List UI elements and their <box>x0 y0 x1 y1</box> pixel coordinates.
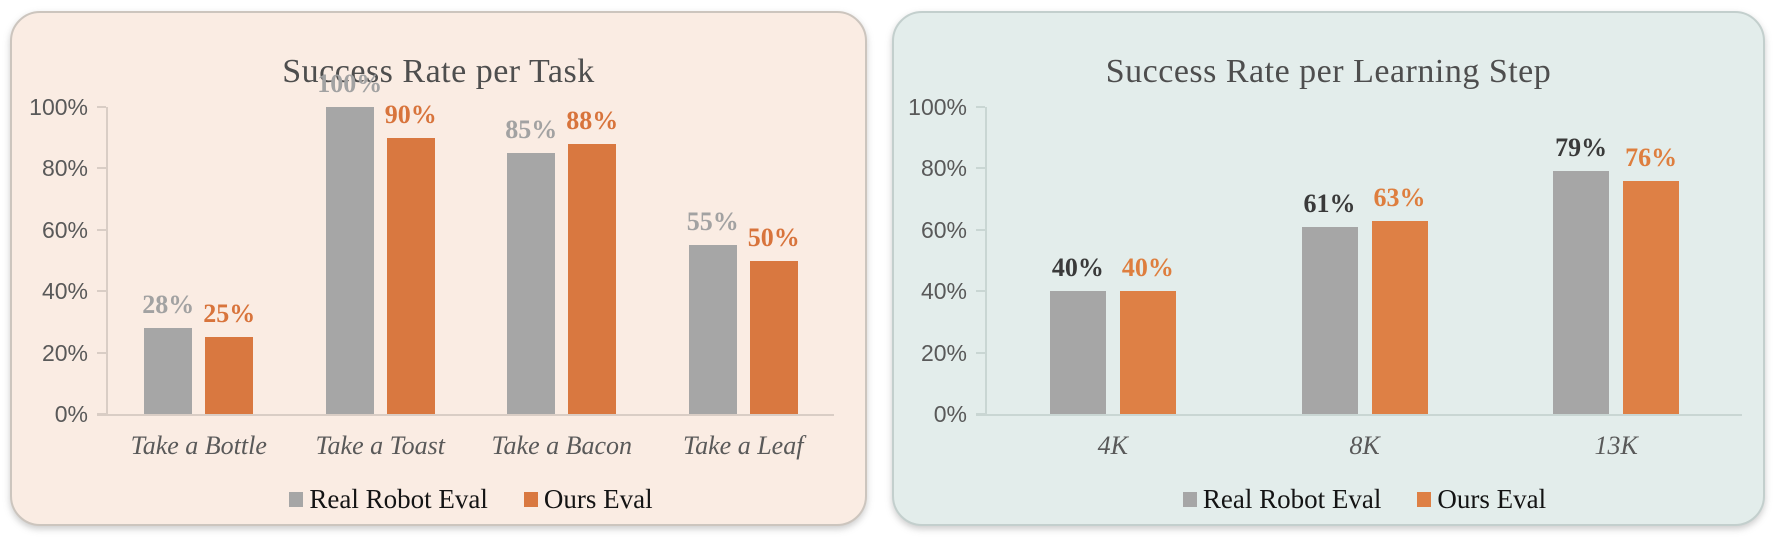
y-axis-line <box>985 107 987 414</box>
legend-swatch-icon <box>1417 491 1432 507</box>
category-label: Take a Bacon <box>491 431 633 460</box>
y-tick-mark <box>976 351 985 354</box>
real-robot-eval-bar <box>1049 291 1106 414</box>
y-tick-label: 20% <box>920 339 967 366</box>
success-rate-per-task-panel: Success Rate per Task 100% 80% 60% 40% 20% 0%… <box>10 11 867 526</box>
real-robot-eval-bar <box>1553 171 1610 414</box>
bar-value-label: 61% <box>1303 188 1356 218</box>
success-rate-per-learning-step-panel: Success Rate per Learning Step 100% 80% 60… <box>892 11 1765 526</box>
bar-value-label: 79% <box>1555 133 1608 163</box>
ours-eval-bar <box>386 137 435 414</box>
y-tick-mark <box>97 167 106 170</box>
bar-value-label: 40% <box>1121 253 1174 283</box>
legend-swatch-icon <box>523 491 538 507</box>
real-robot-eval-bar <box>144 328 193 414</box>
y-tick-mark <box>976 290 985 293</box>
category-label: 13K <box>1594 431 1638 460</box>
y-tick-label: 100% <box>908 94 967 120</box>
y-tick-label: 80% <box>920 155 967 182</box>
bar-value-label: 28% <box>142 290 195 320</box>
bar-value-label: 100% <box>317 69 383 98</box>
ours-eval-bar <box>1623 180 1680 414</box>
legend-item-ours-eval: Ours Eval <box>523 484 653 514</box>
chart-title: Success Rate per Task <box>282 53 595 91</box>
x-axis-line <box>976 414 1742 416</box>
bar-value-label: 85% <box>505 115 558 145</box>
legend: Real Robot Eval Ours Eval <box>108 483 834 515</box>
y-tick-label: 60% <box>41 216 88 243</box>
legend-label: Real Robot Eval <box>1202 484 1382 514</box>
ours-eval-bar <box>1119 291 1176 414</box>
y-tick-label: 100% <box>29 94 88 120</box>
legend-swatch-icon <box>289 491 304 507</box>
legend-item-real-robot-eval: Real Robot Eval <box>1182 484 1382 514</box>
real-robot-eval-bar <box>688 245 737 414</box>
real-robot-eval-bar <box>507 153 556 414</box>
ours-eval-bar <box>205 337 254 414</box>
y-tick-mark <box>97 228 106 231</box>
ours-eval-bar <box>1371 220 1428 414</box>
category-label: 8K <box>1349 431 1380 460</box>
y-tick-mark <box>976 167 985 170</box>
real-robot-eval-bar <box>1301 226 1358 414</box>
bar-value-label: 25% <box>203 299 256 329</box>
y-tick-mark <box>976 106 985 108</box>
y-tick-label: 60% <box>920 216 967 243</box>
legend-label: Real Robot Eval <box>309 484 488 514</box>
y-tick-label: 40% <box>41 278 88 305</box>
bar-value-label: 63% <box>1373 182 1426 212</box>
category-label: Take a Leaf <box>683 431 804 460</box>
y-tick-label: 0% <box>54 401 88 427</box>
y-tick-label: 40% <box>920 278 967 305</box>
bar-value-label: 50% <box>747 222 800 252</box>
y-tick-label: 20% <box>41 339 88 366</box>
real-robot-eval-bar <box>325 107 374 414</box>
y-tick-label: 80% <box>41 155 88 182</box>
y-axis-line <box>106 107 108 414</box>
category-label: 4K <box>1097 431 1128 460</box>
bar-value-label: 55% <box>686 207 739 237</box>
bar-value-label: 90% <box>384 99 437 129</box>
y-tick-mark <box>97 290 106 293</box>
legend-item-real-robot-eval: Real Robot Eval <box>289 484 488 514</box>
bar-value-label: 76% <box>1625 142 1678 172</box>
legend-item-ours-eval: Ours Eval <box>1417 484 1546 514</box>
chart-title: Success Rate per Learning Step <box>1105 53 1552 91</box>
y-tick-mark <box>976 228 985 231</box>
x-axis-line <box>97 414 834 416</box>
legend-label: Ours Eval <box>1437 484 1547 514</box>
legend-swatch-icon <box>1182 491 1197 507</box>
category-label: Take a Bottle <box>130 431 267 460</box>
category-label: Take a Toast <box>315 431 446 460</box>
y-tick-mark <box>97 351 106 354</box>
ours-eval-bar <box>749 260 798 414</box>
bar-value-label: 40% <box>1051 253 1104 283</box>
ours-eval-bar <box>568 143 617 414</box>
bar-value-label: 88% <box>566 105 619 135</box>
y-tick-label: 0% <box>933 401 967 427</box>
legend-label: Ours Eval <box>543 484 653 514</box>
y-tick-mark <box>97 106 106 108</box>
legend: Real Robot Eval Ours Eval <box>987 483 1742 515</box>
